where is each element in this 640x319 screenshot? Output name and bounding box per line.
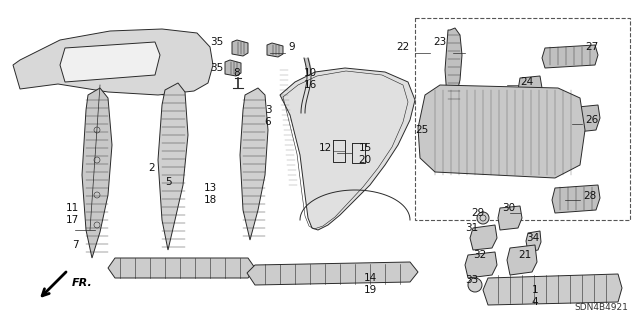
Text: 28: 28 bbox=[584, 191, 596, 201]
Polygon shape bbox=[542, 45, 598, 68]
Text: 35: 35 bbox=[211, 37, 223, 47]
Polygon shape bbox=[158, 83, 188, 250]
Text: 7: 7 bbox=[72, 240, 78, 250]
Polygon shape bbox=[445, 28, 462, 110]
Polygon shape bbox=[498, 206, 522, 230]
Text: 4: 4 bbox=[532, 297, 538, 307]
Text: 5: 5 bbox=[164, 177, 172, 187]
Text: 6: 6 bbox=[265, 117, 271, 127]
Bar bbox=[415, 18, 630, 220]
Polygon shape bbox=[565, 105, 600, 133]
Text: 30: 30 bbox=[502, 203, 516, 213]
Polygon shape bbox=[465, 252, 497, 278]
Polygon shape bbox=[108, 258, 255, 278]
Polygon shape bbox=[82, 88, 112, 258]
Text: 1: 1 bbox=[532, 285, 538, 295]
Text: 3: 3 bbox=[265, 105, 271, 115]
Text: 15: 15 bbox=[358, 143, 372, 153]
Text: 26: 26 bbox=[586, 115, 598, 125]
Text: 21: 21 bbox=[518, 250, 532, 260]
Text: 24: 24 bbox=[520, 77, 534, 87]
Polygon shape bbox=[552, 185, 600, 213]
Text: 16: 16 bbox=[303, 80, 317, 90]
Text: 34: 34 bbox=[526, 233, 540, 243]
Circle shape bbox=[468, 278, 482, 292]
Polygon shape bbox=[470, 225, 497, 250]
Text: 31: 31 bbox=[465, 223, 479, 233]
Polygon shape bbox=[60, 42, 160, 82]
Text: 35: 35 bbox=[211, 63, 223, 73]
Polygon shape bbox=[483, 274, 622, 305]
Polygon shape bbox=[247, 262, 418, 285]
Text: 17: 17 bbox=[65, 215, 79, 225]
Polygon shape bbox=[13, 29, 213, 95]
Text: 9: 9 bbox=[289, 42, 295, 52]
Polygon shape bbox=[518, 76, 542, 100]
Text: 29: 29 bbox=[472, 208, 484, 218]
Polygon shape bbox=[526, 231, 541, 252]
Text: 27: 27 bbox=[586, 42, 598, 52]
Text: SDN4B4921: SDN4B4921 bbox=[574, 303, 628, 312]
Polygon shape bbox=[507, 245, 537, 275]
Polygon shape bbox=[418, 85, 585, 178]
Text: 2: 2 bbox=[148, 163, 156, 173]
Text: 8: 8 bbox=[234, 68, 240, 78]
Text: 14: 14 bbox=[364, 273, 376, 283]
Text: 23: 23 bbox=[433, 37, 447, 47]
Text: 20: 20 bbox=[358, 155, 372, 165]
Text: 12: 12 bbox=[318, 143, 332, 153]
Polygon shape bbox=[232, 40, 248, 56]
Text: 25: 25 bbox=[415, 125, 429, 135]
Circle shape bbox=[477, 212, 489, 224]
Polygon shape bbox=[225, 60, 241, 76]
Polygon shape bbox=[240, 88, 268, 240]
Polygon shape bbox=[267, 43, 283, 57]
Text: 18: 18 bbox=[204, 195, 216, 205]
Text: 32: 32 bbox=[474, 250, 486, 260]
Polygon shape bbox=[280, 68, 415, 230]
Text: 10: 10 bbox=[303, 68, 317, 78]
Text: FR.: FR. bbox=[72, 278, 93, 288]
Text: 13: 13 bbox=[204, 183, 216, 193]
Text: 22: 22 bbox=[396, 42, 410, 52]
Text: 11: 11 bbox=[65, 203, 79, 213]
Text: 19: 19 bbox=[364, 285, 376, 295]
Text: 33: 33 bbox=[465, 275, 479, 285]
